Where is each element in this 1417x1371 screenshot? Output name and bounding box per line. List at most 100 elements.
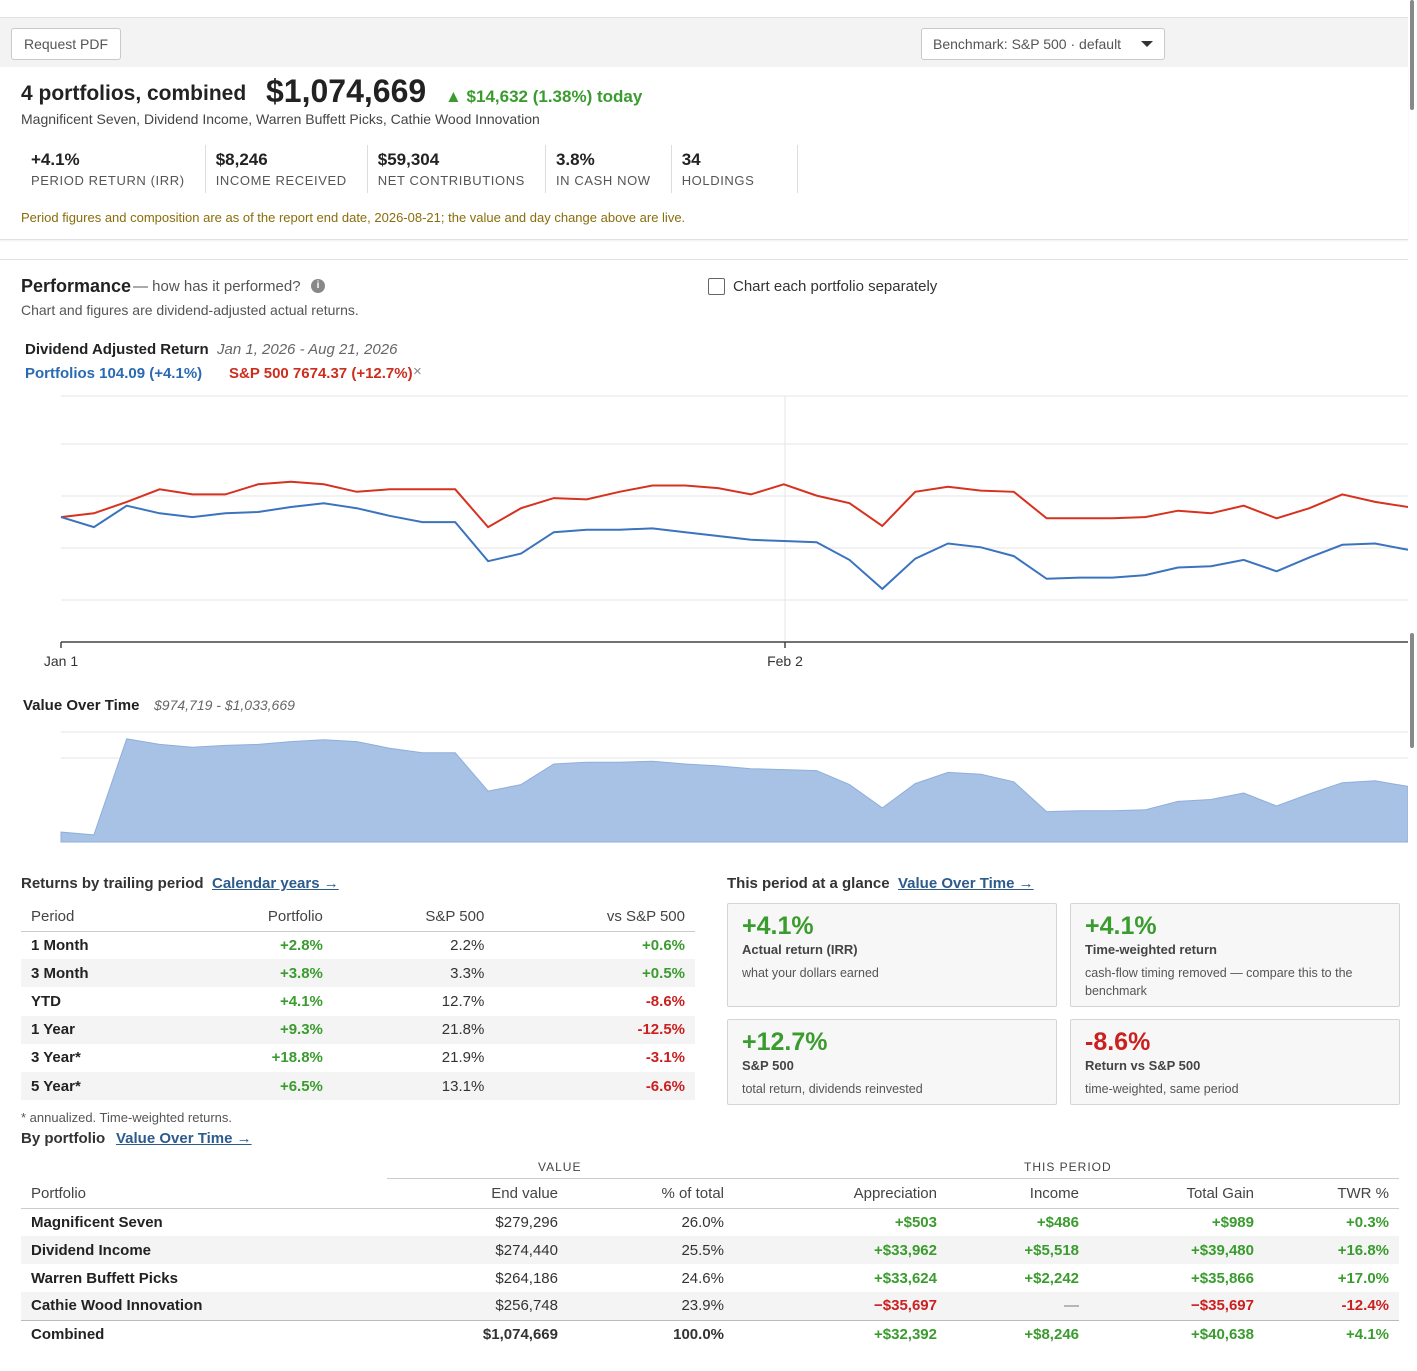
returns-footnote: * annualized. Time-weighted returns. [21,1110,233,1125]
cell: -8.6% [645,992,685,1010]
cell: Cathie Wood Innovation [21,1292,387,1320]
cell: +16.8% [1264,1236,1399,1264]
cell: 23.9% [568,1292,734,1320]
stat-income: $8,246 INCOME RECEIVED [206,145,368,193]
card-desc: total return, dividends reinvested [742,1082,923,1096]
col-end-value: End value [387,1179,568,1209]
value-range: $974,719 - $1,033,669 [154,697,295,713]
table-row[interactable]: Dividend Income $274,440 25.5% +$33,962 +$5,… [21,1236,1399,1264]
cell: $279,296 [495,1213,558,1231]
cell: 24.6% [681,1269,724,1287]
cell: +$8,246 [947,1319,1089,1349]
stat-value: +4.1% [31,150,80,169]
calendar-years-link[interactable]: Calendar years → [212,875,339,892]
cell: $264,186 [495,1269,558,1287]
stat-value: 34 [681,150,701,169]
performance-section: Performance — how has it performed? i Ch… [0,259,1408,1371]
by-portfolio-link[interactable]: Value Over Time → [116,1130,252,1147]
portfolio-table-groups: VALUE THIS PERIOD [387,1157,1399,1179]
cell: +6.5% [179,1071,333,1101]
period-note: Period figures and composition are as of… [21,210,686,225]
cell: 12.7% [441,992,485,1010]
cell: 13.1% [332,1071,495,1101]
card-title: S&P 500 [742,1058,794,1073]
page-scrollbar-secondary[interactable] [1410,633,1414,748]
col-total-gain: Total Gain [1089,1179,1264,1209]
value-area [60,738,1408,843]
cell: 25.5% [568,1236,734,1264]
return-chart[interactable]: Jan 1 Feb 2 [0,390,1408,680]
table-row: 3 Month +3.8% 3.3% +0.5% [21,959,695,988]
cell: +18.8% [271,1049,323,1067]
stat-label: INCOME RECEIVED [215,173,347,188]
portfolio-table: Portfolio End value % of total Appreciat… [21,1179,1399,1349]
cell: +17.0% [1337,1269,1389,1287]
cell: 1 Month [31,936,89,954]
cell: -3.1% [645,1049,685,1067]
table-row: 1 Year +9.3% 21.8% -12.5% [21,1015,695,1044]
stat-holdings: 34 HOLDINGS [672,145,799,193]
cell: +$33,624 [874,1269,937,1287]
value-chart[interactable] [0,728,1408,852]
cell: 3 Month [21,959,180,988]
glance-title: This period at a glance [727,875,890,892]
chart-separately-checkbox[interactable] [708,278,725,295]
cell: 21.8% [332,1015,495,1044]
cell: +$486 [1036,1213,1079,1231]
cell: −$35,697 [734,1292,947,1320]
by-portfolio-title: By portfolio [21,1130,106,1147]
page-scrollbar[interactable] [1410,0,1414,110]
stat-label: HOLDINGS [681,173,755,188]
cell: YTD [31,992,61,1010]
performance-title: Performance [21,276,132,296]
table-row[interactable]: Warren Buffett Picks $264,186 24.6% +$33,62… [21,1264,1399,1292]
series-line-s-p-500 [60,480,1408,529]
cell: $274,440 [387,1236,568,1264]
cell: +$503 [894,1213,937,1231]
returns-table: Period Portfolio S&P 500 vs S&P 500 1 Mo… [21,902,695,1101]
card-title: Actual return (IRR) [742,942,858,957]
summary-card: 4 portfolios, combined $1,074,669 ▲ $14,… [0,67,1408,240]
cell: +0.6% [642,936,685,954]
cell: $256,748 [387,1292,568,1320]
returns-title: Returns by trailing period [21,875,204,892]
cell: +$989 [1211,1213,1254,1231]
table-row: 5 Year* +6.5% 13.1% -6.6% [21,1071,695,1101]
cell: 5 Year* [21,1071,180,1101]
table-row: 3 Year* +18.8% 21.9% -3.1% [21,1044,695,1072]
cell: Warren Buffett Picks [31,1269,178,1287]
glance-card-twr: +4.1% Time-weighted return cash-flow tim… [1070,903,1400,1007]
cell: 3.3% [332,959,495,988]
chart-separately-label[interactable]: Chart each portfolio separately [733,278,938,295]
chart-date-range[interactable]: Jan 1, 2026 - Aug 21, 2026 [217,341,398,358]
cell: +4.1% [279,992,323,1010]
table-row[interactable]: Magnificent Seven $279,296 26.0% +$503 +$486… [21,1208,1399,1236]
cell: — [947,1292,1089,1320]
group-this-period: THIS PERIOD [1024,1160,1112,1174]
glance-value-link[interactable]: Value Over Time → [898,875,1034,892]
stat-contributions: $59,304 NET CONTRIBUTIONS [368,145,546,193]
col-income: Income [947,1179,1089,1209]
cell: +$5,518 [947,1236,1089,1264]
cell: +$40,638 [1089,1319,1264,1349]
stats-row: +4.1% PERIOD RETURN (IRR) $8,246 INCOME … [21,145,799,193]
total-value: $1,074,669 [266,73,427,109]
stat-value: $59,304 [377,150,440,169]
benchmark-select[interactable]: Benchmark: S&P 500 · default [921,28,1165,60]
stat-label: IN CASH NOW [555,173,651,188]
cell: +$35,866 [1191,1269,1254,1287]
cell: +$2,242 [1024,1269,1079,1287]
remove-benchmark-icon[interactable]: × [413,363,422,380]
request-pdf-button[interactable]: Request PDF [11,28,122,60]
day-change: ▲ $14,632 (1.38%) today [445,87,643,106]
col-appreciation: Appreciation [734,1179,947,1209]
x-tick-label: Jan 1 [44,653,78,669]
cell: +0.3% [1346,1213,1389,1231]
info-icon[interactable]: i [311,279,325,293]
table-row[interactable]: Cathie Wood Innovation $256,748 23.9% −$35,… [21,1292,1399,1320]
table-row: 1 Month +2.8% 2.2% +0.6% [21,931,695,959]
cell: +$32,392 [734,1319,947,1349]
cell: Combined [21,1319,387,1349]
toolbar: Request PDF Benchmark: S&P 500 · default [0,17,1408,67]
summary-title: 4 portfolios, combined [21,82,247,105]
